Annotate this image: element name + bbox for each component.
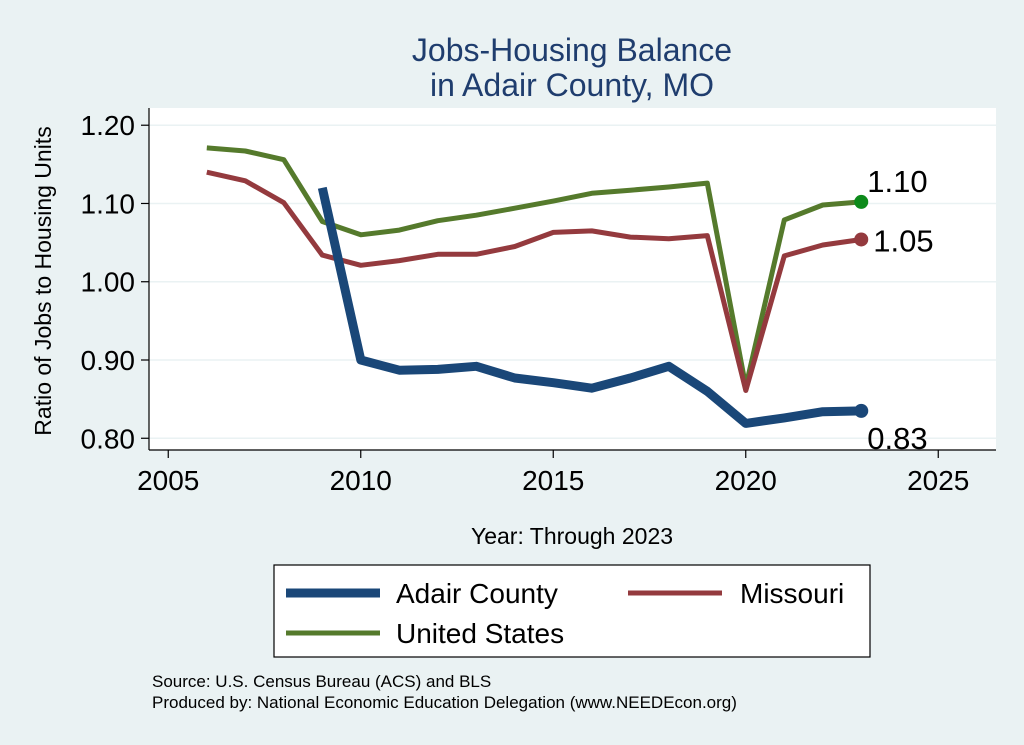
end-marker-missouri: [854, 232, 869, 247]
x-tick-label: 2010: [330, 465, 392, 496]
y-tick-label: 0.80: [81, 423, 136, 454]
y-tick-label: 0.90: [81, 345, 136, 376]
end-label-missouri: 1.05: [873, 223, 933, 258]
end-marker-adair-county: [854, 403, 869, 418]
end-marker-united-states: [854, 194, 869, 209]
x-tick-label: 2020: [715, 465, 777, 496]
plot-area: [149, 108, 996, 450]
x-tick-label: 2005: [137, 465, 199, 496]
end-markers: 0.83 1.05 1.10: [854, 164, 934, 456]
end-label-adair-county: 0.83: [867, 421, 927, 456]
chart-title-line-1: Jobs-Housing Balance: [412, 32, 732, 68]
end-label-united-states: 1.10: [867, 164, 927, 199]
grid-lines: [149, 124, 996, 440]
legend: Adair County Missouri United States: [273, 564, 871, 658]
y-tick-label: 1.20: [81, 110, 136, 141]
x-axis-ticks: 2005 2010 2015 2020 2025: [137, 450, 969, 496]
x-tick-label: 2025: [907, 465, 969, 496]
legend-box: [273, 564, 871, 658]
series-lines: [206, 145, 862, 428]
y-axis-label: Ratio of Jobs to Housing Units: [30, 126, 56, 435]
series-line-adair-county: [317, 186, 862, 428]
y-tick-label: 1.00: [81, 267, 136, 298]
y-axis-ticks: 0.80 0.90 1.00 1.10 1.20: [81, 110, 149, 454]
source-note: Source: U.S. Census Bureau (ACS) and BLS: [152, 672, 491, 691]
series-line-united-states: [206, 145, 862, 390]
y-tick-label: 1.10: [81, 188, 136, 219]
legend-label-adair-county: Adair County: [396, 578, 558, 609]
legend-label-united-states: United States: [396, 618, 564, 649]
series-line-missouri: [206, 169, 862, 393]
x-axis-label: Year: Through 2023: [471, 523, 673, 549]
chart-title-line-2: in Adair County, MO: [430, 67, 714, 103]
producer-note: Produced by: National Economic Education…: [152, 693, 737, 712]
x-tick-label: 2015: [522, 465, 584, 496]
legend-label-missouri: Missouri: [740, 578, 844, 609]
